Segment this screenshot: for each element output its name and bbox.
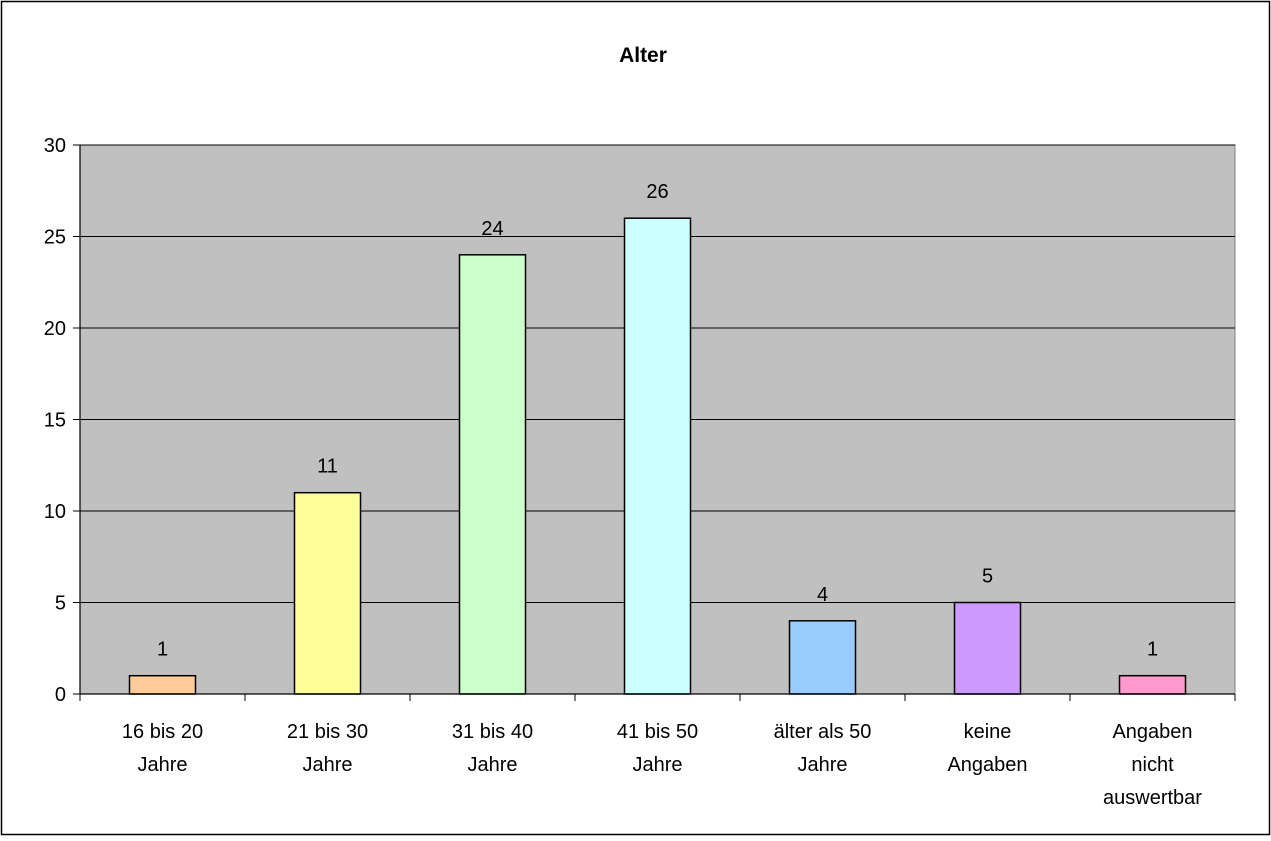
data-label: 5	[982, 566, 993, 588]
x-tick-label: auswertbar	[1103, 787, 1202, 809]
bar	[953, 601, 1022, 695]
x-tick-label: Angaben	[1112, 721, 1192, 743]
x-tick-label: Jahre	[632, 754, 682, 776]
bar	[1118, 674, 1187, 695]
data-label: 26	[646, 181, 668, 203]
x-tick-label: Jahre	[467, 754, 517, 776]
x-tick-label: Jahre	[797, 754, 847, 776]
chart-title: Alter	[619, 44, 667, 67]
x-tick-label: 21 bis 30	[287, 721, 368, 743]
bar	[788, 620, 857, 695]
data-label: 1	[157, 639, 168, 661]
bar	[458, 254, 527, 695]
data-label: 24	[481, 218, 503, 240]
y-tick-label: 15	[44, 410, 66, 432]
x-tick-label: Angaben	[947, 754, 1027, 776]
data-label: 4	[817, 584, 828, 606]
y-tick-label: 0	[55, 684, 66, 706]
y-tick-label: 20	[44, 318, 66, 340]
y-tick-label: 30	[44, 135, 66, 157]
bar	[128, 674, 197, 695]
bars	[128, 217, 1187, 695]
x-tick-label: 31 bis 40	[452, 721, 533, 743]
x-tick-label: 16 bis 20	[122, 721, 203, 743]
x-tick-label: älter als 50	[774, 721, 872, 743]
x-tick-label: nicht	[1131, 754, 1174, 776]
bar	[293, 491, 362, 695]
x-tick-label: 41 bis 50	[617, 721, 698, 743]
y-tick-label: 5	[55, 593, 66, 615]
data-label: 1	[1147, 639, 1158, 661]
bar	[623, 217, 692, 695]
x-tick-label: keine	[964, 721, 1012, 743]
x-tick-label: Jahre	[137, 754, 187, 776]
y-tick-label: 10	[44, 501, 66, 523]
x-tick-label: Jahre	[302, 754, 352, 776]
data-label: 11	[317, 456, 338, 478]
y-tick-label: 25	[44, 227, 66, 249]
